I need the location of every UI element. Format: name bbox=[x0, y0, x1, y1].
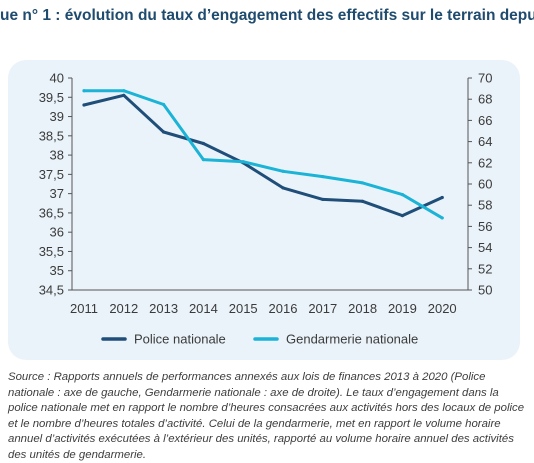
left-tick-label: 35 bbox=[50, 263, 64, 278]
source-note: Source : Rapports annuels de performance… bbox=[8, 371, 525, 461]
left-tick-label: 38 bbox=[50, 148, 64, 163]
x-tick-label: 2019 bbox=[388, 301, 417, 316]
legend-label: Gendarmerie nationale bbox=[286, 332, 418, 347]
data-point-police-nationale bbox=[440, 195, 444, 200]
right-tick-label: 62 bbox=[478, 155, 492, 170]
data-point-gendarmerie-nationale bbox=[122, 89, 126, 93]
right-tick-label: 58 bbox=[478, 198, 492, 213]
data-point-police-nationale bbox=[201, 141, 205, 146]
left-tick-label: 40 bbox=[50, 71, 64, 86]
x-tick-label: 2014 bbox=[189, 301, 218, 316]
left-tick-label: 36,5 bbox=[39, 205, 64, 220]
legend-label: Police nationale bbox=[134, 332, 226, 347]
data-point-gendarmerie-nationale bbox=[321, 174, 325, 179]
x-tick-label: 2012 bbox=[109, 301, 138, 316]
left-tick-label: 39,5 bbox=[39, 90, 64, 105]
left-tick-label: 35,5 bbox=[39, 244, 64, 259]
left-tick-label: 38,5 bbox=[39, 128, 64, 143]
data-point-gendarmerie-nationale bbox=[361, 181, 365, 185]
right-tick-label: 60 bbox=[478, 177, 492, 192]
data-point-gendarmerie-nationale bbox=[162, 102, 166, 107]
x-tick-label: 2016 bbox=[269, 301, 298, 316]
chart-panel bbox=[8, 60, 520, 360]
x-tick-label: 2011 bbox=[70, 301, 98, 316]
data-point-gendarmerie-nationale bbox=[82, 89, 86, 93]
data-point-police-nationale bbox=[122, 93, 126, 97]
data-point-gendarmerie-nationale bbox=[201, 158, 205, 162]
right-tick-label: 64 bbox=[478, 134, 492, 149]
data-point-police-nationale bbox=[321, 197, 325, 202]
data-point-police-nationale bbox=[82, 103, 86, 107]
right-tick-label: 50 bbox=[478, 283, 492, 298]
right-tick-label: 68 bbox=[478, 92, 492, 107]
data-point-gendarmerie-nationale bbox=[241, 160, 245, 164]
left-tick-label: 39 bbox=[50, 109, 64, 124]
x-tick-label: 2017 bbox=[308, 301, 337, 316]
x-tick-label: 2013 bbox=[149, 301, 178, 316]
right-tick-label: 70 bbox=[478, 71, 492, 86]
left-tick-label: 37,5 bbox=[39, 167, 64, 182]
data-point-police-nationale bbox=[281, 186, 285, 190]
series-line-gendarmerie-nationale bbox=[82, 89, 444, 220]
series-line-police-nationale bbox=[82, 93, 444, 218]
left-tick-label: 36 bbox=[50, 225, 64, 240]
left-tick-label: 34,5 bbox=[39, 283, 64, 298]
right-tick-label: 52 bbox=[478, 261, 492, 276]
x-tick-label: 2020 bbox=[428, 301, 457, 316]
chart-title: ue n° 1 : évolution du taux d’engagement… bbox=[0, 7, 534, 24]
data-point-gendarmerie-nationale bbox=[400, 193, 404, 197]
right-tick-label: 56 bbox=[478, 219, 492, 234]
data-point-police-nationale bbox=[162, 130, 166, 134]
left-tick-label: 37 bbox=[50, 186, 64, 201]
right-tick-label: 66 bbox=[478, 113, 492, 128]
data-point-gendarmerie-nationale bbox=[440, 216, 444, 220]
x-tick-label: 2018 bbox=[348, 301, 377, 316]
data-point-gendarmerie-nationale bbox=[281, 169, 285, 173]
data-point-police-nationale bbox=[361, 199, 365, 203]
x-tick-label: 2015 bbox=[229, 301, 258, 316]
data-point-police-nationale bbox=[400, 214, 404, 218]
right-tick-label: 54 bbox=[478, 240, 492, 255]
